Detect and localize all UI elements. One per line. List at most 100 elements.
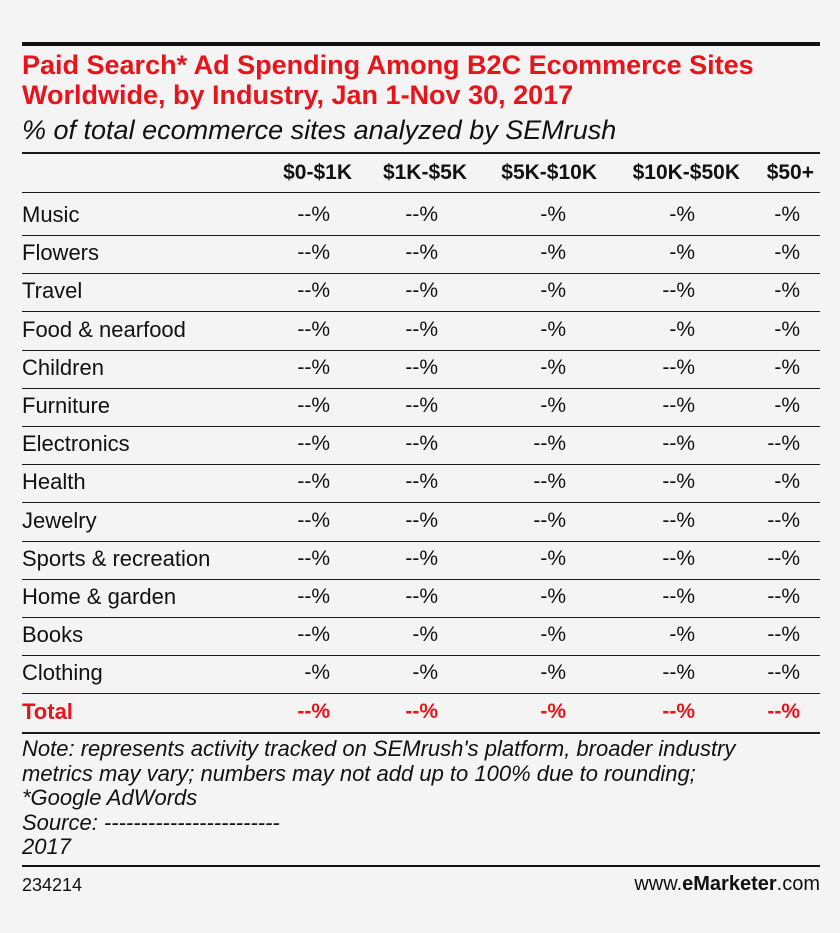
table-cell: --%: [662, 394, 695, 417]
table-cell: --%: [405, 546, 438, 570]
table-cell: -%: [774, 203, 800, 226]
table-cell: --%: [405, 585, 438, 608]
row-rule: [22, 732, 820, 734]
table-cell: -%: [669, 203, 695, 226]
table-cell: --%: [405, 203, 438, 226]
column-header: $5K-$10K: [501, 161, 597, 184]
table-cell: --%: [533, 432, 566, 456]
source-line: Source: ------------------------: [22, 809, 280, 835]
table-cell: --%: [297, 317, 330, 341]
row-label: Travel: [22, 278, 83, 304]
site-suffix: .com: [776, 873, 820, 895]
source-year: 2017: [22, 834, 71, 859]
column-header: $50+: [766, 161, 814, 184]
total-cell: --%: [297, 699, 330, 723]
table-cell: --%: [767, 661, 800, 685]
table-cell: -%: [540, 623, 566, 647]
total-cell: --%: [767, 699, 800, 723]
row-label: Flowers: [22, 240, 100, 266]
row-rule: [22, 388, 820, 389]
table-cell: --%: [662, 470, 695, 494]
table-cell: --%: [662, 355, 695, 379]
table-cell: -%: [669, 623, 695, 647]
site-prefix: www.: [634, 873, 683, 895]
column-header: $0-$1K: [283, 161, 352, 184]
header-rule: [22, 192, 820, 193]
table-cell: -%: [540, 241, 566, 265]
table-cell: -%: [540, 203, 566, 226]
chart-id: 234214: [22, 875, 83, 895]
table-cell: -%: [412, 661, 438, 685]
table-cell: -%: [412, 623, 438, 647]
table-cell: -%: [304, 661, 330, 685]
table-cell: --%: [533, 508, 566, 532]
table-cell: -%: [540, 279, 566, 303]
table-cell: --%: [767, 546, 800, 570]
table-cell: --%: [662, 661, 695, 685]
row-rule: [22, 502, 820, 503]
top-rule: [22, 42, 820, 46]
row-label: Clothing: [22, 660, 103, 686]
table-cell: --%: [297, 470, 330, 494]
row-label: Sports & recreation: [22, 545, 211, 571]
row-label: Food & nearfood: [22, 316, 186, 342]
table-cell: --%: [662, 432, 695, 456]
table-cell: --%: [297, 241, 330, 265]
table-cell: --%: [767, 508, 800, 532]
column-header: $1K-$5K: [382, 161, 467, 184]
total-cell: -%: [540, 699, 566, 723]
row-label: Health: [22, 469, 86, 495]
table-cell: --%: [533, 470, 566, 494]
table-cell: -%: [540, 546, 566, 570]
table-cell: --%: [297, 508, 330, 532]
table-cell: -%: [774, 241, 800, 265]
table-cell: --%: [767, 623, 800, 647]
row-rule: [22, 693, 820, 694]
row-label: Jewelry: [22, 507, 97, 533]
row-rule: [22, 311, 820, 312]
table-cell: -%: [540, 317, 566, 341]
row-label: Books: [22, 622, 84, 648]
column-header: $10K-$50K: [632, 161, 740, 184]
row-label: Furniture: [22, 393, 111, 418]
row-rule: [22, 350, 820, 351]
total-label: Total: [22, 698, 73, 724]
table-cell: --%: [405, 241, 438, 265]
table-cell: --%: [297, 279, 330, 303]
table-cell: --%: [405, 317, 438, 341]
chart-title: Paid Search* Ad Spending Among B2C Ecomm…: [22, 50, 754, 110]
note-line: *Google AdWords: [22, 785, 198, 810]
note-line: Note: represents activity tracked on SEM…: [22, 736, 736, 761]
table-cell: --%: [662, 279, 695, 303]
row-label: Electronics: [22, 431, 130, 457]
table-cell: --%: [297, 355, 330, 379]
table-cell: --%: [297, 394, 330, 417]
brand-name: eMarketer: [682, 873, 777, 895]
table-cell: --%: [405, 355, 438, 379]
row-label: Home & garden: [22, 584, 177, 609]
table-cell: -%: [540, 355, 566, 379]
site-credit: www.eMarketer.com: [634, 873, 820, 896]
row-rule: [22, 617, 820, 618]
table-cell: -%: [774, 394, 800, 417]
table-cell: --%: [405, 470, 438, 494]
table-cell: --%: [662, 585, 695, 608]
row-rule: [22, 579, 820, 580]
row-rule: [22, 541, 820, 542]
table-cell: -%: [774, 470, 800, 494]
row-label: Children: [22, 354, 104, 380]
row-rule: [22, 655, 820, 656]
table-cell: --%: [767, 585, 800, 608]
table-cell: -%: [774, 355, 800, 379]
table-cell: -%: [540, 585, 566, 608]
table-cell: --%: [405, 279, 438, 303]
table-cell: --%: [297, 546, 330, 570]
table-cell: --%: [405, 508, 438, 532]
subtitle-rule: [22, 152, 820, 154]
total-cell: --%: [405, 699, 438, 723]
table-cell: --%: [767, 432, 800, 456]
bottom-rule: [22, 865, 820, 867]
note-line: metrics may vary; numbers may not add up…: [22, 760, 696, 786]
table-cell: -%: [669, 317, 695, 341]
